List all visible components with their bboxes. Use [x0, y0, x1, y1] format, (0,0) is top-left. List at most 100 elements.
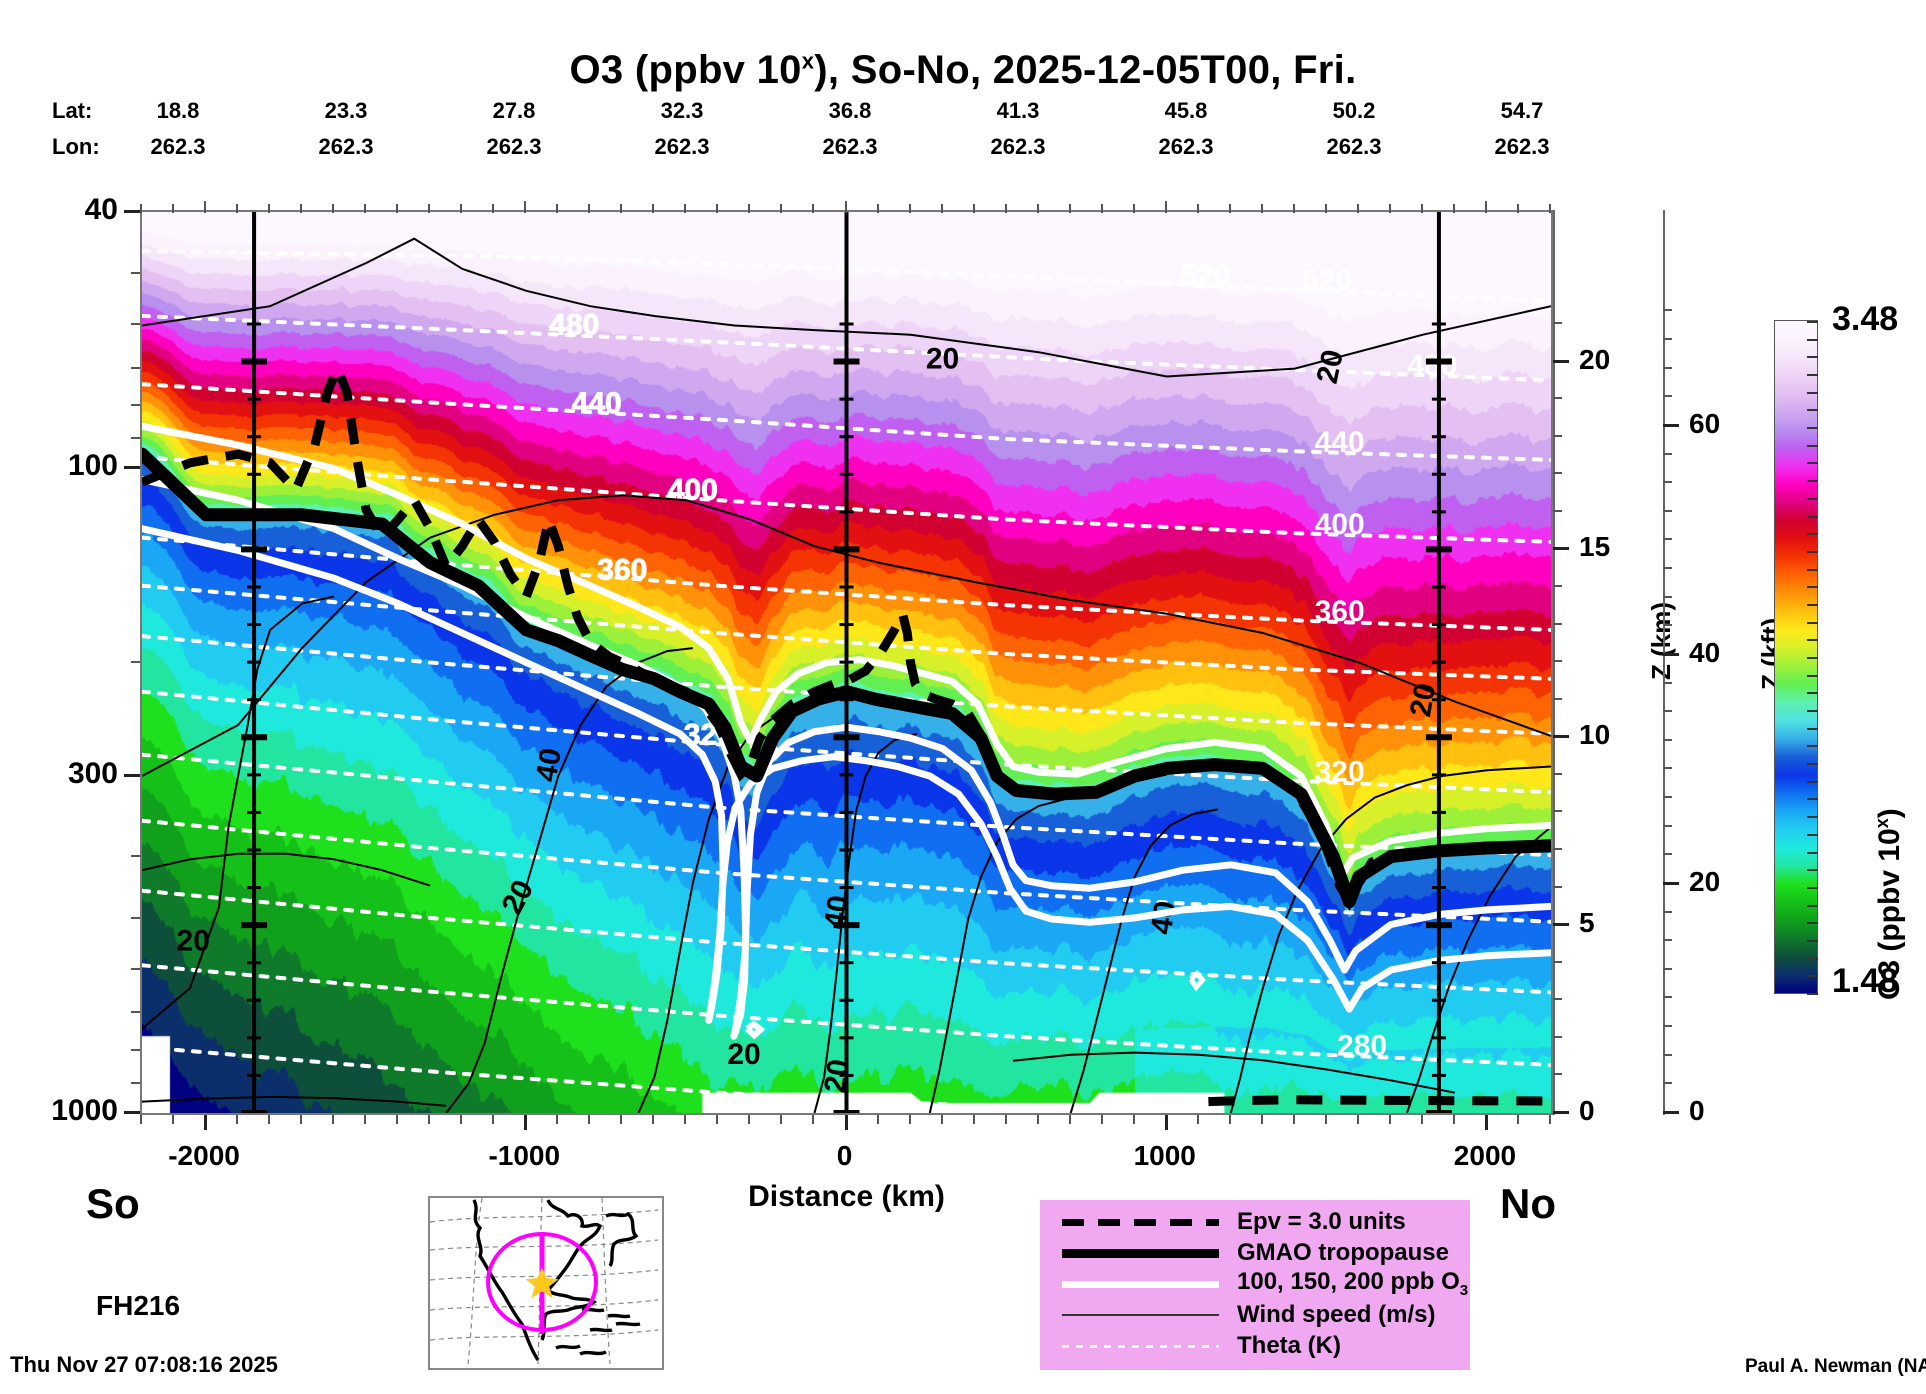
- zkm-label-15: 15: [1579, 531, 1611, 563]
- legend-item-theta: Theta (K): [1040, 1330, 1470, 1361]
- zkm-tick: [1553, 584, 1562, 587]
- theta-contour-320: [142, 689, 1551, 795]
- top-tick: [812, 204, 815, 213]
- zkm-tick: [1553, 810, 1562, 813]
- wind-label-40-a: 40: [530, 746, 568, 785]
- colorbar-tick: [1807, 745, 1818, 748]
- y-tick-label-100: 100: [67, 449, 118, 483]
- x-tick-minor: [1228, 1115, 1231, 1124]
- inset-locator-map[interactable]: [428, 1196, 664, 1370]
- zkft-tick: [1663, 652, 1679, 656]
- colorbar-tick: [1807, 816, 1818, 819]
- top-tick: [716, 204, 719, 213]
- x-tick-minor: [140, 1115, 142, 1124]
- zkm-tick: [1553, 321, 1562, 324]
- x-tick-major: [844, 1115, 848, 1130]
- x-tick-minor: [428, 1115, 431, 1124]
- top-tick: [1388, 204, 1391, 213]
- x-tick-minor: [1132, 1115, 1135, 1124]
- wind-line-sample: [1058, 1305, 1223, 1325]
- x-tick-minor: [1068, 1115, 1071, 1124]
- zkm-tick: [1553, 923, 1569, 927]
- x-tick-minor: [588, 1115, 591, 1124]
- y-tick-minor: [131, 1081, 140, 1084]
- legend-box[interactable]: Epv = 3.0 units GMAO tropopause 100, 150…: [1040, 1200, 1470, 1370]
- top-tick: [268, 204, 271, 213]
- zkm-label-5: 5: [1579, 907, 1595, 939]
- top-tick: [1516, 204, 1519, 213]
- legend-item-epv: Epv = 3.0 units: [1040, 1206, 1470, 1237]
- zkft-tick: [1663, 337, 1672, 340]
- x-tick-major: [1164, 1115, 1168, 1130]
- cross-section-plot[interactable]: 520 480 440 400 360 320 440 400 360 320 280 520 480 2…: [140, 210, 1553, 1115]
- x-tick-label-2000: 2000: [1453, 1140, 1517, 1171]
- zkft-tick: [1663, 967, 1672, 970]
- x-axis-ticks: [140, 1115, 1553, 1135]
- lat-value-4: 36.8: [828, 98, 872, 123]
- x-tick-minor: [1516, 1115, 1519, 1124]
- x-tick-label-1000: 1000: [1133, 1140, 1196, 1171]
- zkm-tick: [1553, 772, 1562, 775]
- south-endpoint-label: So: [86, 1180, 140, 1227]
- theta-contour-440: [142, 382, 1551, 462]
- wind-contour-11: [1012, 1051, 1456, 1094]
- lat-value-0: 18.8: [156, 98, 200, 123]
- theta-contour-290: [142, 888, 1551, 995]
- lat-value-2: 27.8: [492, 98, 536, 123]
- wind-contour-2: [142, 595, 335, 1030]
- colorbar-tick: [1807, 975, 1818, 978]
- colorbar-title-before: O3 (ppbv 10: [1873, 828, 1906, 1000]
- colorbar-max-label: 3.48: [1832, 300, 1899, 338]
- colorbar-tick: [1807, 321, 1818, 323]
- title-exponent: x: [801, 48, 815, 74]
- top-tick: [748, 204, 751, 213]
- colorbar-tick: [1807, 480, 1818, 483]
- x-tick-minor: [1036, 1115, 1039, 1124]
- colorbar-tick: [1807, 462, 1818, 465]
- theta-contour-400: [142, 455, 1551, 544]
- lon-value-3: 262.3: [654, 134, 710, 159]
- zkft-tick: [1663, 939, 1672, 942]
- colorbar-title-exponent: x: [1872, 818, 1892, 829]
- zkft-tick: [1663, 423, 1679, 427]
- wind-contour-7: [1069, 808, 1219, 1113]
- x-tick-major: [524, 1115, 528, 1130]
- colorbar[interactable]: [1774, 320, 1818, 995]
- theta-label-r-360: 360: [1315, 595, 1365, 628]
- x-tick-minor: [620, 1115, 623, 1124]
- y-axis-ticks: [124, 210, 141, 1115]
- colorbar-tick: [1807, 409, 1818, 412]
- top-tick: [556, 204, 559, 213]
- y-tick-minor: [131, 366, 140, 369]
- top-tick: [396, 204, 399, 213]
- zkm-tick: [1553, 735, 1569, 739]
- x-tick-minor: [1388, 1115, 1391, 1124]
- lat-header-row: Lat: 18.8 23.3 27.8 32.3 36.8 41.3 45.8 50.2 54.…: [0, 98, 1926, 128]
- theta-contour-480: [142, 314, 1551, 383]
- x-tick-minor: [364, 1115, 367, 1124]
- top-tick: [652, 204, 655, 213]
- lat-value-1: 23.3: [324, 98, 368, 123]
- zkft-label-60: 60: [1689, 407, 1721, 439]
- wind-label-20-a: 20: [177, 925, 210, 958]
- theta-label-360: 360: [597, 554, 647, 587]
- colorbar-tick: [1807, 586, 1818, 589]
- zkm-tick: [1553, 472, 1562, 475]
- y-tick-minor: [131, 404, 140, 407]
- contour-overlays: 5204804404003603204404003603202805204802…: [142, 212, 1551, 1113]
- colorbar-tick: [1807, 550, 1818, 553]
- colorbar-tick: [1807, 904, 1818, 907]
- colorbar-tick: [1807, 710, 1818, 713]
- x-tick-minor: [1420, 1115, 1423, 1124]
- x-tick-minor: [908, 1115, 911, 1124]
- wind-contour-12: [142, 852, 431, 887]
- zkft-tick: [1663, 710, 1672, 713]
- colorbar-tick: [1807, 657, 1818, 659]
- colorbar-tick: [1807, 869, 1818, 872]
- lon-value-5: 262.3: [990, 134, 1046, 159]
- north-endpoint-label: No: [1500, 1180, 1556, 1227]
- y-axis-labels: 40 100 300 1000: [0, 193, 118, 1127]
- forecast-hour-label: FH216: [96, 1290, 181, 1321]
- x-tick-minor: [1292, 1115, 1295, 1124]
- zkft-tick: [1663, 996, 1672, 999]
